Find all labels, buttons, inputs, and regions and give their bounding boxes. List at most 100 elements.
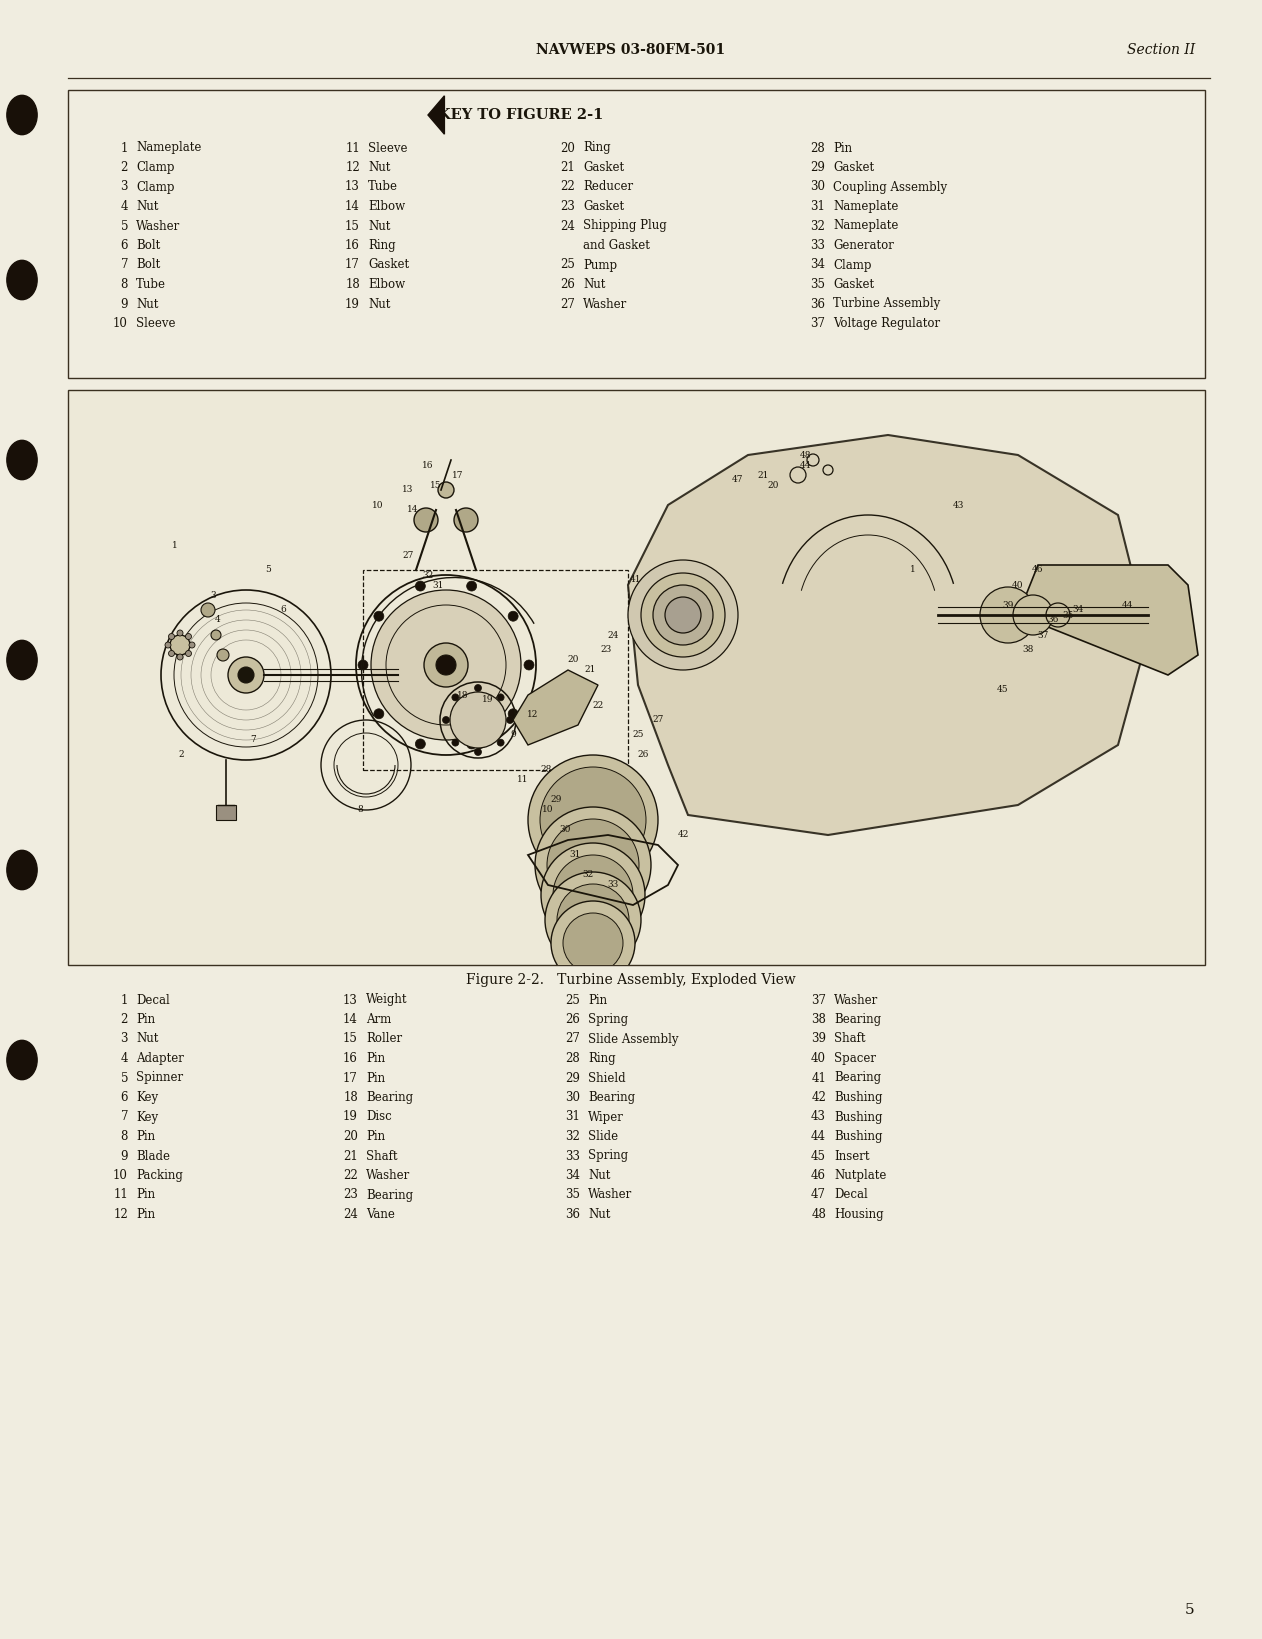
Text: 41: 41 [811,1072,827,1085]
Text: 24: 24 [560,220,575,233]
Circle shape [6,261,37,300]
Text: 14: 14 [345,200,360,213]
Circle shape [541,842,645,947]
Circle shape [6,641,37,680]
Text: 47: 47 [811,1188,827,1201]
Text: 8: 8 [357,805,363,815]
Text: Clamp: Clamp [136,180,174,193]
Text: 19: 19 [343,1111,358,1123]
Text: Spacer: Spacer [834,1052,876,1065]
Text: Gasket: Gasket [833,279,875,292]
Text: 20: 20 [343,1129,358,1142]
Text: 35: 35 [565,1188,581,1201]
Text: 24: 24 [607,631,618,639]
Text: NAVWEPS 03-80FM-501: NAVWEPS 03-80FM-501 [536,43,726,57]
Text: Bolt: Bolt [136,259,160,272]
Text: Turbine Assembly: Turbine Assembly [833,298,940,310]
Text: 38: 38 [811,1013,827,1026]
Text: 27: 27 [403,551,414,559]
Text: 29: 29 [565,1072,581,1085]
Text: Key: Key [136,1111,158,1123]
Text: 34: 34 [565,1169,581,1182]
Text: 26: 26 [560,279,575,292]
Text: 35: 35 [810,279,825,292]
Text: 7: 7 [120,259,127,272]
Text: 7: 7 [250,736,256,744]
Text: Coupling Assembly: Coupling Assembly [833,180,946,193]
Text: 9: 9 [120,298,127,310]
Polygon shape [1018,565,1198,675]
Text: 44: 44 [800,461,811,469]
Text: Nut: Nut [369,161,390,174]
Text: 42: 42 [811,1092,827,1105]
Text: 33: 33 [565,1149,581,1162]
Circle shape [628,561,738,670]
Text: 5: 5 [120,220,127,233]
Text: Bearing: Bearing [588,1092,635,1105]
Text: 19: 19 [482,695,493,705]
Text: 34: 34 [810,259,825,272]
Bar [68,90,1205,379]
Text: Bushing: Bushing [834,1111,882,1123]
Text: 6: 6 [280,605,286,615]
Circle shape [201,603,215,616]
Circle shape [451,692,506,747]
Text: 39: 39 [811,1033,827,1046]
Text: Spring: Spring [588,1013,628,1026]
Text: 19: 19 [345,298,360,310]
Text: 2: 2 [178,751,184,759]
Text: 43: 43 [953,500,964,510]
Circle shape [415,582,425,592]
Text: 10: 10 [543,805,554,815]
Text: 10: 10 [114,1169,127,1182]
Text: Nutplate: Nutplate [834,1169,886,1182]
Text: Nameplate: Nameplate [833,200,899,213]
Circle shape [557,883,628,956]
Text: 32: 32 [810,220,825,233]
Polygon shape [512,670,598,746]
Text: Bearing: Bearing [834,1072,881,1085]
Text: Pin: Pin [833,141,852,154]
Text: 20: 20 [767,480,779,490]
Text: Nut: Nut [136,298,158,310]
Text: Pin: Pin [366,1072,385,1085]
Text: Reducer: Reducer [583,180,634,193]
Text: Tube: Tube [136,279,167,292]
Text: 30: 30 [810,180,825,193]
Text: 27: 27 [652,716,664,724]
Text: Weight: Weight [366,993,408,1006]
Text: 48: 48 [800,451,811,459]
Text: 31: 31 [433,580,444,590]
Text: Disc: Disc [366,1111,391,1123]
Text: 43: 43 [811,1111,827,1123]
Text: KEY TO FIGURE 2-1: KEY TO FIGURE 2-1 [438,108,603,121]
Text: 5: 5 [1185,1603,1195,1618]
Text: Gasket: Gasket [369,259,409,272]
Circle shape [217,649,228,661]
Circle shape [6,851,37,890]
Text: Washer: Washer [834,993,878,1006]
Circle shape [211,629,221,639]
Text: 40: 40 [1012,580,1023,590]
Polygon shape [628,434,1148,834]
Text: 14: 14 [343,1013,358,1026]
Circle shape [6,441,37,480]
Text: 23: 23 [601,646,612,654]
Text: 42: 42 [678,831,689,839]
Text: 1: 1 [121,141,127,154]
Text: 47: 47 [732,475,743,485]
Text: 1: 1 [910,565,916,575]
Circle shape [665,597,700,633]
Text: Pin: Pin [136,1129,155,1142]
Text: 4: 4 [120,200,127,213]
Circle shape [374,708,384,720]
Text: 29: 29 [810,161,825,174]
Circle shape [497,693,504,701]
Text: 46: 46 [811,1169,827,1182]
Circle shape [563,913,623,974]
Text: 22: 22 [343,1169,358,1182]
Text: 45: 45 [997,685,1008,695]
Text: Gasket: Gasket [583,161,625,174]
Text: 41: 41 [630,575,642,585]
Text: 21: 21 [584,665,596,675]
